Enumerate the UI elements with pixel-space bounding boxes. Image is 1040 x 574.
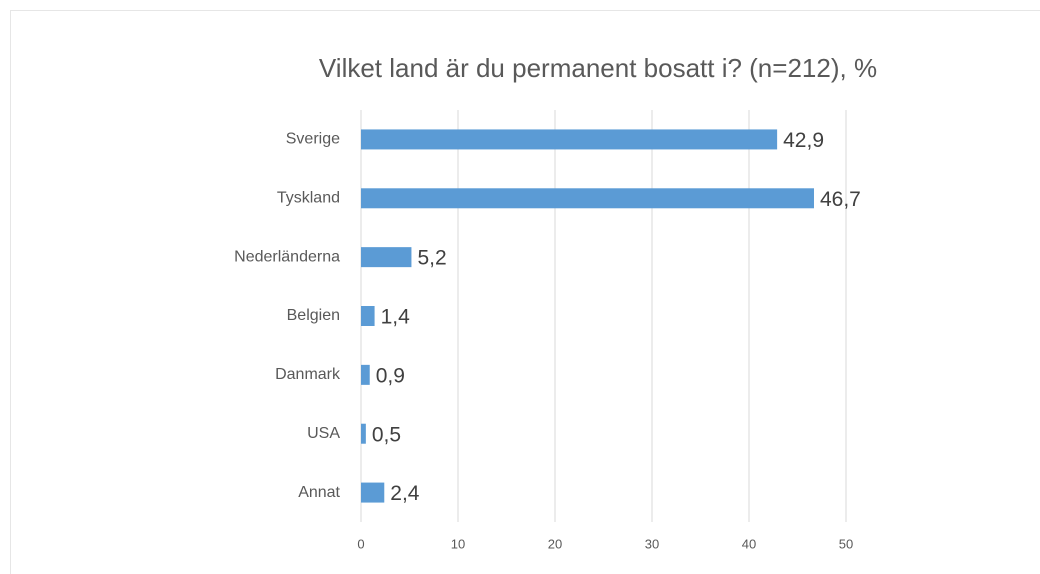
data-label: 0,5 [372,423,401,446]
y-tick-label: Tyskland [277,190,340,207]
bar [361,129,778,150]
y-tick-label: Sverige [286,131,340,148]
chart-border [10,10,1040,574]
bar [361,247,412,268]
x-tick-label: 40 [742,536,756,551]
x-tick-label: 0 [357,536,364,551]
data-label: 1,4 [381,306,411,329]
bar [361,482,385,503]
data-label: 42,9 [783,129,824,152]
y-tick-label: USA [307,425,340,442]
y-tick-label: Nederländerna [234,248,340,265]
y-tick-label: Belgien [287,307,340,324]
x-tick-label: 10 [451,536,465,551]
y-tick-label: Annat [298,484,340,501]
x-tick-label: 30 [645,536,659,551]
x-tick-label: 50 [839,536,853,551]
y-tick-label: Danmark [275,366,341,383]
data-label: 2,4 [390,482,420,505]
bar [361,423,366,444]
x-tick-label: 20 [548,536,562,551]
bar [361,306,375,326]
bar [361,188,814,209]
data-label: 5,2 [417,247,446,270]
bar [361,364,370,385]
chart-title: Vilket land är du permanent bosatt i? (n… [319,53,877,83]
data-label: 46,7 [820,188,861,211]
data-label: 0,9 [376,364,405,387]
